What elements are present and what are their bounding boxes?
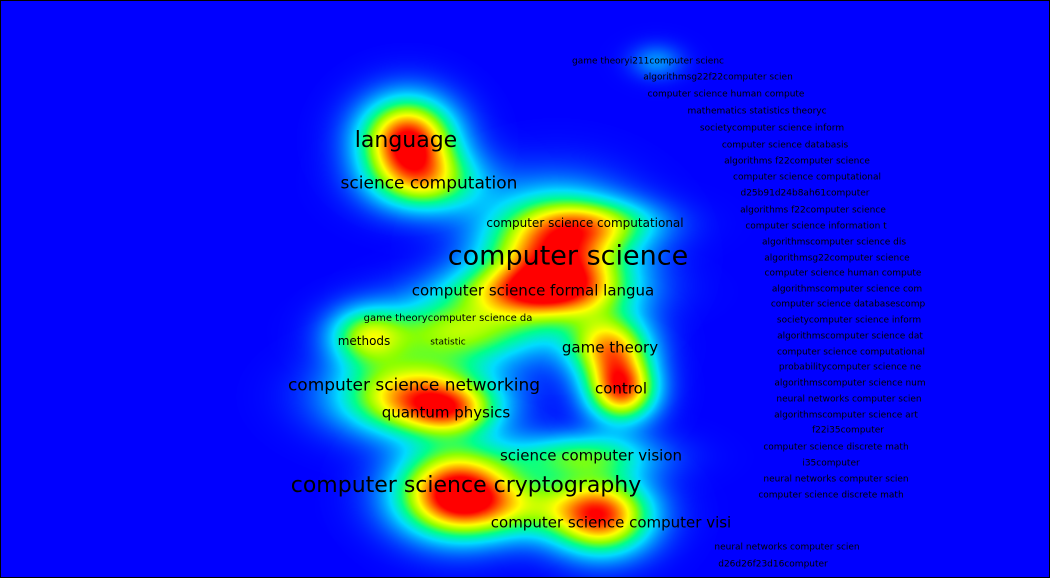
small-term[interactable]: algorithmsg22f22computer scien [643, 72, 793, 83]
term-science-computer-vision[interactable]: science computer vision [499, 446, 683, 465]
term-quantum-physics[interactable]: quantum physics [381, 403, 511, 422]
small-term[interactable]: algorithmscomputer science dis [761, 237, 907, 248]
small-term[interactable]: algorithmsg22computer science [764, 253, 910, 264]
small-term[interactable]: computer science computational [733, 172, 881, 183]
small-term[interactable]: algorithmscomputer science com [771, 284, 923, 295]
small-term[interactable]: computer science discrete math [763, 442, 909, 453]
term-cs-computational[interactable]: computer science computational [486, 216, 684, 230]
term-cs-cryptography[interactable]: computer science cryptography [290, 473, 642, 498]
small-term[interactable]: computer science human compute [764, 268, 922, 279]
small-term[interactable]: neural networks computer scien [714, 542, 860, 553]
small-term[interactable]: societycomputer science inform [699, 123, 845, 134]
small-term[interactable]: i35computer [802, 458, 860, 469]
small-term[interactable]: computer science information t [745, 221, 887, 232]
small-term[interactable]: game theoryi211computer scienc [572, 56, 724, 67]
term-game-theory-cs-da[interactable]: game theorycomputer science da [363, 313, 533, 324]
small-term[interactable]: d25b91d24b8ah61computer [740, 188, 870, 199]
term-cs-computer-vision[interactable]: computer science computer visi [490, 513, 732, 532]
small-term[interactable]: probabilitycomputer science ne [778, 362, 922, 373]
term-science-computation[interactable]: science computation [340, 173, 518, 194]
small-term[interactable]: computer science databasescomp [770, 299, 926, 310]
term-cs-formal-language[interactable]: computer science formal langua [411, 281, 655, 300]
small-term[interactable]: neural networks computer scien [763, 474, 909, 485]
term-game-theory[interactable]: game theory [561, 338, 659, 357]
small-term[interactable]: societycomputer science inform [776, 315, 922, 326]
small-term[interactable]: mathematics statistics theoryc [687, 106, 827, 117]
term-computer-science[interactable]: computer science [447, 240, 689, 272]
small-term[interactable]: f22i35computer [812, 425, 884, 436]
small-term[interactable]: computer science computational [777, 347, 925, 358]
small-term[interactable]: computer science human compute [647, 89, 805, 100]
small-term[interactable]: algorithmscomputer science art [774, 410, 918, 421]
small-term[interactable]: algorithms f22computer science [740, 205, 886, 216]
term-statistic[interactable]: statistic [430, 337, 466, 348]
small-term[interactable]: algorithms f22computer science [724, 156, 870, 167]
small-term[interactable]: computer science databasis [721, 140, 849, 151]
small-term[interactable]: algorithmscomputer science dat [777, 331, 923, 342]
small-term[interactable]: neural networks computer scien [776, 394, 922, 405]
small-term[interactable]: computer science discrete math [758, 490, 904, 501]
term-control[interactable]: control [595, 379, 647, 398]
term-cs-networking[interactable]: computer science networking [287, 375, 541, 396]
small-term[interactable]: algorithmscomputer science num [774, 378, 926, 389]
term-language[interactable]: language [354, 128, 458, 153]
term-methods[interactable]: methods [337, 334, 391, 348]
small-term[interactable]: d26d26f23d16computer [718, 559, 828, 570]
